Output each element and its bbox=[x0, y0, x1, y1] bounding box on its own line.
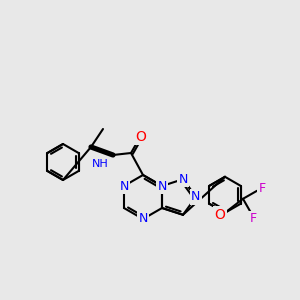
Text: N: N bbox=[178, 173, 188, 186]
Text: F: F bbox=[258, 182, 266, 195]
Text: N: N bbox=[138, 212, 148, 226]
Text: N: N bbox=[158, 179, 167, 193]
Text: F: F bbox=[249, 212, 256, 225]
Text: N: N bbox=[119, 179, 129, 193]
Text: NH: NH bbox=[92, 159, 109, 169]
Text: O: O bbox=[136, 130, 146, 144]
Text: O: O bbox=[214, 208, 225, 222]
Text: N: N bbox=[191, 190, 201, 203]
